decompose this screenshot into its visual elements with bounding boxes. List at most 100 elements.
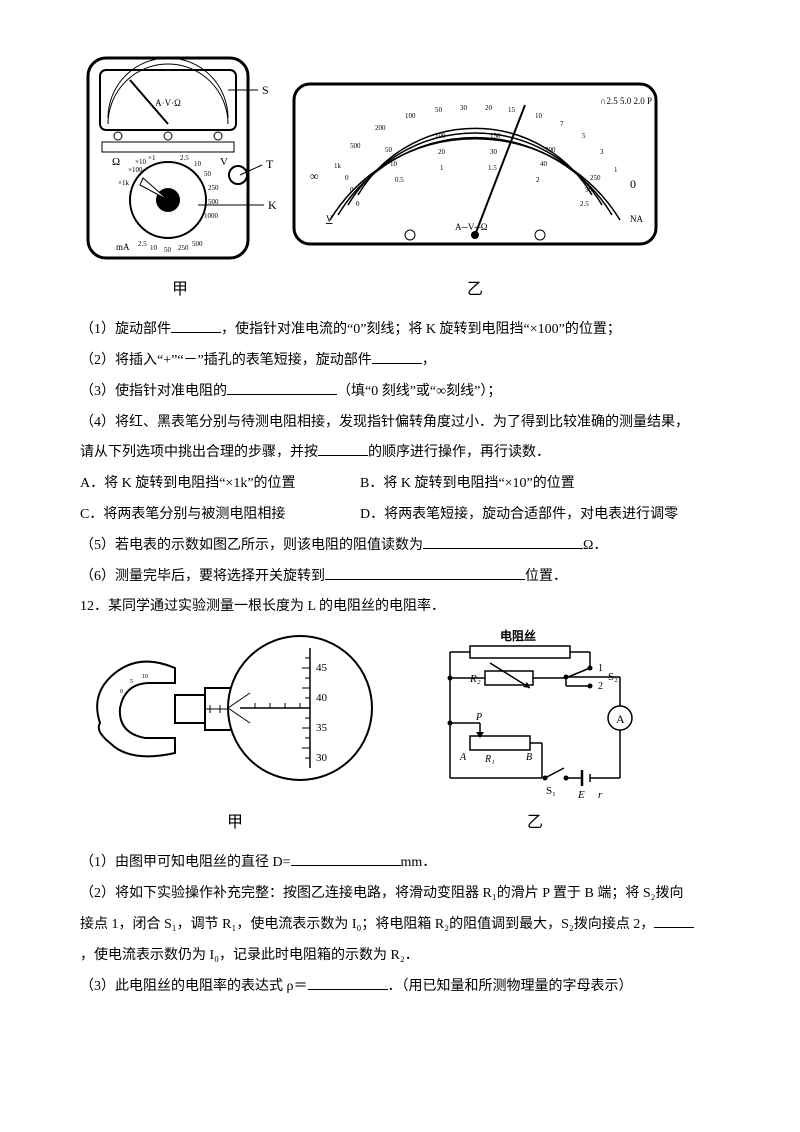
svg-text:A·V·Ω: A·V·Ω: [155, 98, 181, 108]
svg-text:50: 50: [385, 146, 393, 154]
svg-text:1000: 1000: [204, 212, 219, 220]
svg-text:150: 150: [490, 132, 501, 140]
svg-text:50: 50: [164, 246, 172, 254]
q12-1: （1）由图甲可知电阻丝的直径 D=mm．: [80, 848, 750, 879]
fig-label: 甲: [172, 272, 188, 307]
svg-text:S₁: S₁: [546, 785, 556, 797]
svg-text:×1: ×1: [148, 154, 156, 162]
q11-6: （6）测量完毕后，要将选择开关旋转到位置．: [80, 562, 750, 593]
q12-fig1: 0510 45 40 35 30: [80, 623, 390, 840]
svg-text:10: 10: [194, 160, 202, 168]
svg-text:2: 2: [536, 176, 540, 184]
q12-2a: （2）将如下实验操作补充完整：按图乙连接电路，将滑动变阻器 R₁的滑片 P 置于…: [80, 879, 750, 910]
multimeter-front-icon: A·V·Ω ×100 ×1k ×10 ×1 2.5 10 50 250 500 …: [80, 50, 280, 270]
svg-text:R₂: R₂: [469, 673, 481, 685]
svg-text:250: 250: [178, 244, 189, 252]
q12-2b: 接点 1，闭合 S₁，调节 R₁，使电流表示数为 I₀；将电阻箱 R₂的阻值调到…: [80, 910, 750, 941]
svg-text:20: 20: [485, 104, 493, 112]
svg-text:V: V: [326, 214, 333, 224]
svg-text:7: 7: [560, 120, 564, 128]
q12-figure-row: 0510 45 40 35 30: [80, 623, 750, 840]
svg-text:0: 0: [345, 174, 349, 182]
svg-text:A─V─Ω: A─V─Ω: [455, 222, 488, 232]
svg-text:500: 500: [350, 142, 361, 150]
svg-text:R₁: R₁: [484, 754, 495, 765]
svg-text:45: 45: [316, 662, 328, 674]
svg-text:40: 40: [540, 160, 548, 168]
q11-4b: 请从下列选项中挑出合理的步骤，并按的顺序进行操作，再行读数．: [80, 438, 750, 469]
svg-text:1: 1: [614, 166, 618, 174]
svg-text:1k: 1k: [334, 162, 342, 170]
svg-text:200: 200: [545, 146, 556, 154]
svg-text:1: 1: [598, 663, 603, 674]
svg-text:B: B: [526, 752, 532, 763]
svg-text:250: 250: [590, 174, 601, 182]
svg-text:50: 50: [204, 170, 212, 178]
svg-text:2: 2: [598, 681, 603, 692]
svg-text:E: E: [577, 789, 585, 801]
svg-text:10: 10: [142, 674, 148, 680]
q12-2c: ，使电流表示数仍为 I₀，记录此时电阻箱的示数为 R₂．: [80, 941, 750, 972]
svg-text:V: V: [220, 156, 228, 168]
svg-text:0: 0: [350, 186, 354, 194]
svg-text:1: 1: [440, 164, 444, 172]
q11-2: （2）将插入“+”“－”插孔的表笔短接，旋动部件，: [80, 346, 750, 377]
fig-label: 甲: [227, 805, 243, 840]
svg-text:100: 100: [405, 112, 416, 120]
svg-text:×100: ×100: [128, 166, 143, 174]
svg-text:15: 15: [508, 106, 516, 114]
svg-text:NA: NA: [630, 214, 643, 224]
svg-text:mA: mA: [116, 242, 130, 252]
svg-text:30: 30: [460, 104, 468, 112]
svg-text:2.5: 2.5: [580, 200, 589, 208]
svg-text:10: 10: [535, 112, 543, 120]
svg-text:0.5: 0.5: [395, 176, 404, 184]
q11-4a: （4）将红、黑表笔分别与待测电阻相接，发现指针偏转角度过小．为了得到比较准确的测…: [80, 408, 750, 439]
svg-text:5: 5: [582, 132, 586, 140]
svg-text:A: A: [459, 752, 467, 763]
q11-3: （3）使指针对准电阻的（填“0 刻线”或“∞刻线”）；: [80, 377, 750, 408]
svg-text:3: 3: [600, 148, 604, 156]
svg-text:K: K: [268, 198, 277, 212]
q11-5: （5）若电表的示数如图乙所示，则该电阻的阻值读数为Ω．: [80, 531, 750, 562]
svg-text:30: 30: [316, 752, 328, 764]
svg-text:电阻丝: 电阻丝: [500, 628, 536, 643]
svg-text:50: 50: [585, 186, 593, 194]
svg-text:10: 10: [150, 244, 158, 252]
svg-text:2.5: 2.5: [138, 240, 147, 248]
fig-label: 乙: [527, 805, 543, 840]
q11-fig2: ∩2.5 5.0 2.0 P ∞ 0 NA V 1k 500 200 100 5…: [290, 80, 660, 307]
svg-text:35: 35: [316, 722, 328, 734]
svg-text:0: 0: [630, 177, 636, 191]
q12-stem: 12．某同学通过实验测量一根长度为 L 的电阻丝的电阻率．: [80, 592, 750, 623]
svg-text:T: T: [266, 157, 274, 171]
svg-text:×1k: ×1k: [118, 179, 129, 187]
svg-text:0: 0: [120, 689, 123, 695]
q12-fig2: 电阻丝 1 2 S₂ R₂ A: [430, 628, 640, 840]
svg-text:30: 30: [490, 148, 498, 156]
svg-text:250: 250: [208, 184, 219, 192]
micrometer-icon: 0510 45 40 35 30: [80, 623, 390, 803]
svg-text:S: S: [262, 83, 269, 97]
q12-3: （3）此电阻丝的电阻率的表达式 ρ＝．（用已知量和所测物理量的字母表示）: [80, 972, 750, 1003]
svg-text:100: 100: [435, 132, 446, 140]
fig-label: 乙: [467, 272, 483, 307]
q11-figure-row: A·V·Ω ×100 ×1k ×10 ×1 2.5 10 50 250 500 …: [80, 50, 750, 307]
svg-text:200: 200: [375, 124, 386, 132]
svg-text:×10: ×10: [135, 158, 146, 166]
svg-text:500: 500: [192, 240, 203, 248]
svg-text:50: 50: [435, 106, 443, 114]
circuit-icon: 电阻丝 1 2 S₂ R₂ A: [430, 628, 640, 803]
svg-text:20: 20: [438, 148, 446, 156]
svg-text:40: 40: [316, 692, 328, 704]
q11-1: （1）旋动部件，使指针对准电流的“0”刻线；将 K 旋转到电阻挡“×100”的位…: [80, 315, 750, 346]
svg-text:10: 10: [390, 160, 398, 168]
svg-text:0: 0: [356, 200, 360, 208]
q11-options: A．将 K 旋转到电阻挡“×1k”的位置B．将 K 旋转到电阻挡“×10”的位置…: [80, 469, 750, 531]
svg-text:1.5: 1.5: [488, 164, 497, 172]
svg-text:2.5: 2.5: [180, 154, 189, 162]
q11-fig1: A·V·Ω ×100 ×1k ×10 ×1 2.5 10 50 250 500 …: [80, 50, 280, 307]
multimeter-dial-icon: ∩2.5 5.0 2.0 P ∞ 0 NA V 1k 500 200 100 5…: [290, 80, 660, 270]
svg-text:A: A: [616, 712, 625, 726]
svg-text:Ω: Ω: [112, 156, 120, 168]
